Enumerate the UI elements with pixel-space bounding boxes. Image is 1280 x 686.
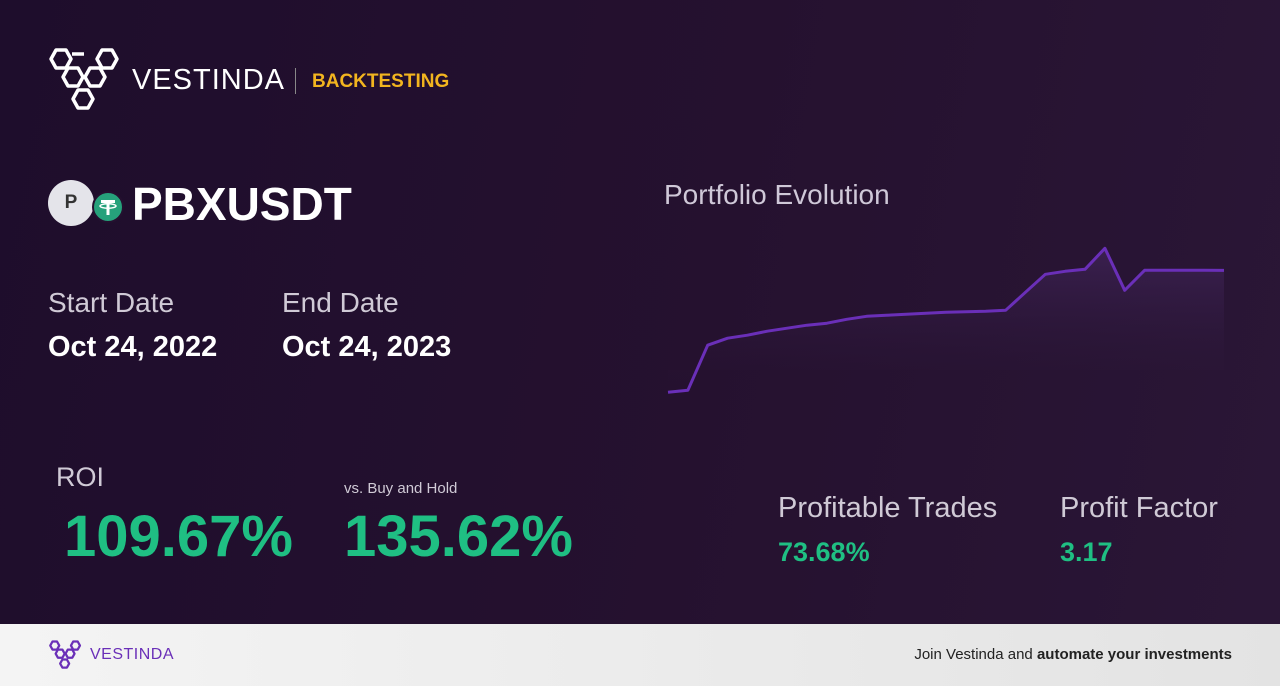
divider — [295, 68, 296, 94]
card: VESTINDA BACKTESTING P PBXUSDT Start Dat… — [0, 0, 1280, 624]
end-date: Oct 24, 2023 — [282, 331, 452, 363]
pf-value: 3.17 — [1060, 537, 1113, 567]
footer-text: Join Vestinda and — [914, 646, 1033, 663]
footer-logo — [49, 640, 82, 669]
brand: VESTINDA — [132, 64, 286, 96]
line — [667, 246, 1225, 394]
logo — [49, 48, 119, 110]
footer: VESTINDA Join Vestinda and automate your… — [0, 624, 1280, 686]
pf-label: Profit Factor — [1060, 492, 1218, 524]
footer-bold: automate your investments — [1036, 646, 1232, 663]
trades-label: Profitable Trades — [778, 492, 998, 524]
chart-title: Portfolio Evolution — [664, 179, 890, 210]
start-label: Start Date — [48, 287, 175, 318]
footer-cta: Join Vestinda and automate your investme… — [914, 646, 1232, 663]
bh-label: vs. Buy and Hold — [344, 480, 458, 497]
coin-icon: P — [48, 180, 94, 226]
trades-value: 73.68% — [778, 537, 870, 567]
chart — [667, 246, 1225, 394]
tether-icon — [92, 191, 124, 223]
section: BACKTESTING — [312, 71, 450, 92]
bh-value: 135.62% — [344, 504, 573, 569]
end-label: End Date — [282, 287, 399, 318]
roi-label: ROI — [56, 462, 105, 492]
area — [668, 248, 1224, 393]
footer-brand: VESTINDA — [90, 646, 175, 663]
symbol: PBXUSDT — [132, 178, 352, 230]
start-date: Oct 24, 2022 — [48, 331, 218, 363]
roi-value: 109.67% — [64, 504, 293, 569]
